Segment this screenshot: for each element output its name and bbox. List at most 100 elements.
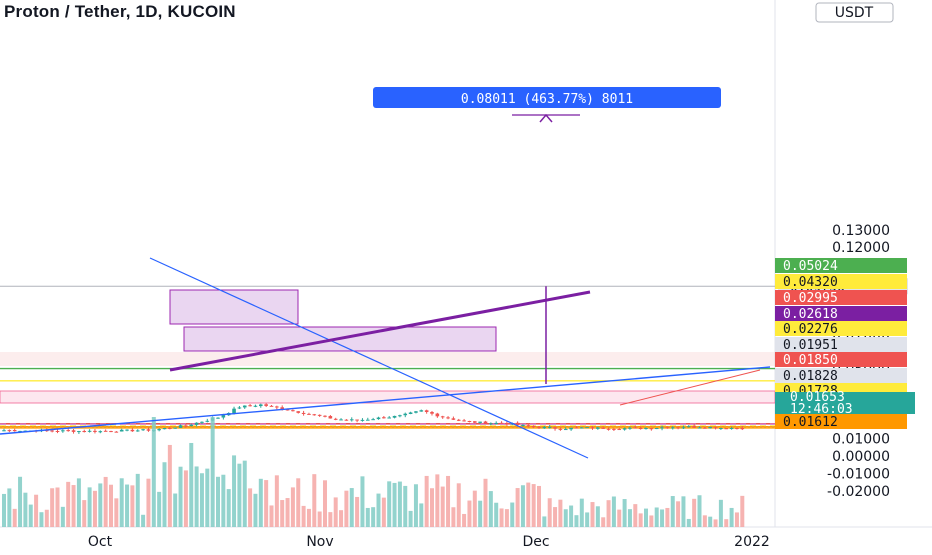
- volume-bar: [323, 480, 327, 527]
- volume-bar: [183, 470, 188, 527]
- candle-body: [301, 412, 306, 414]
- volume-bar: [670, 496, 675, 527]
- volume-bar: [280, 500, 285, 527]
- candle-body: [168, 427, 172, 429]
- candle-body: [291, 410, 295, 412]
- price-tag-label: 0.01828: [783, 369, 838, 384]
- volume-bar: [563, 509, 568, 527]
- candle-body: [221, 415, 226, 418]
- volume-bar: [355, 496, 360, 527]
- candle-body: [7, 430, 12, 432]
- candle-body: [456, 419, 461, 421]
- volume-bar: [381, 497, 386, 527]
- volume-bar: [520, 485, 525, 527]
- candle-body: [424, 410, 429, 412]
- volume-bar: [574, 515, 579, 527]
- candle-body: [376, 417, 381, 420]
- candle-body: [462, 420, 466, 422]
- volume-bar: [258, 478, 263, 527]
- volume-bar: [660, 509, 665, 527]
- short-trendline: [619, 369, 761, 406]
- channel-line: [169, 290, 591, 372]
- price-tick-label: 0.01000: [832, 432, 890, 448]
- price-tag-bg: [775, 290, 907, 305]
- candle-body: [713, 427, 718, 429]
- price-tick-label: 0.12000: [832, 240, 890, 256]
- zone-band: [0, 390, 776, 404]
- volume-bar: [617, 509, 622, 527]
- candle-body: [333, 418, 338, 420]
- time-axis: Oct Nov Dec 2022: [88, 534, 770, 550]
- volume-bar: [290, 487, 295, 527]
- volume-bar: [446, 475, 451, 527]
- volume-bar: [339, 510, 344, 527]
- rising-trendline: [0, 366, 771, 435]
- volume-bar: [360, 476, 365, 527]
- candle-body: [435, 413, 440, 417]
- candle-body: [162, 428, 167, 430]
- volume-bar: [595, 506, 600, 527]
- candle-body: [194, 422, 199, 425]
- volume-bar: [734, 512, 739, 527]
- candle-body: [77, 431, 81, 433]
- countdown-label: 12:46:03: [790, 402, 853, 417]
- candle-body: [649, 428, 654, 430]
- candle-body: [98, 431, 103, 433]
- candle-body: [280, 407, 284, 410]
- volume-bar: [504, 509, 509, 527]
- candle-body: [398, 415, 402, 417]
- candle-body: [103, 430, 108, 432]
- candle-body: [382, 417, 386, 419]
- candle-body: [307, 413, 311, 415]
- volume-bar: [697, 495, 702, 527]
- volume-bar: [205, 468, 210, 527]
- volume-bar: [76, 478, 81, 527]
- candle-body: [574, 427, 579, 429]
- volume-bar: [242, 460, 247, 527]
- candle-body: [403, 413, 408, 416]
- volume-bar: [23, 492, 28, 527]
- volume-bar: [462, 513, 467, 527]
- volume-bar: [66, 481, 71, 527]
- candle-body: [692, 426, 696, 428]
- candle-body: [590, 427, 595, 429]
- candle-body: [553, 427, 557, 429]
- volume-bar: [467, 500, 472, 527]
- volume-bar: [419, 503, 424, 527]
- volume-bar: [569, 505, 574, 527]
- candle-body: [18, 430, 22, 432]
- candle-body: [489, 423, 493, 425]
- volume-bar: [296, 478, 301, 527]
- volume-bar: [408, 510, 413, 527]
- candle-body: [232, 408, 236, 414]
- volume-bar: [558, 499, 563, 527]
- volume-bar: [488, 491, 493, 527]
- candle-body: [563, 429, 568, 431]
- measure-label: 0.08011 (463.77%) 8011: [461, 92, 633, 107]
- volume-bar: [44, 509, 49, 527]
- candle-body: [660, 427, 664, 429]
- candle-body: [654, 428, 659, 430]
- time-tick-label: Nov: [306, 534, 333, 550]
- price-tag-label: 0.01951: [783, 338, 838, 353]
- candle-body: [205, 420, 210, 422]
- volume-bar: [681, 496, 686, 527]
- candle-body: [670, 427, 675, 429]
- volume-bar: [627, 509, 632, 527]
- currency-badge: [815, 2, 894, 23]
- volume-bar: [253, 493, 258, 527]
- candle-body: [141, 429, 145, 431]
- price-axis: 0.130000.120000.110000.100000.090000.080…: [775, 2, 915, 500]
- volume-bar: [478, 500, 483, 527]
- candle-body: [371, 419, 375, 421]
- candle-body: [242, 405, 247, 408]
- candle-body: [537, 427, 541, 429]
- volume-bar: [92, 490, 97, 527]
- price-tick-label: -0.01000: [827, 466, 890, 482]
- volume-bar: [28, 504, 33, 527]
- volume-bar: [248, 488, 253, 527]
- volume-bar: [692, 498, 697, 527]
- time-tick-label: Dec: [522, 534, 549, 550]
